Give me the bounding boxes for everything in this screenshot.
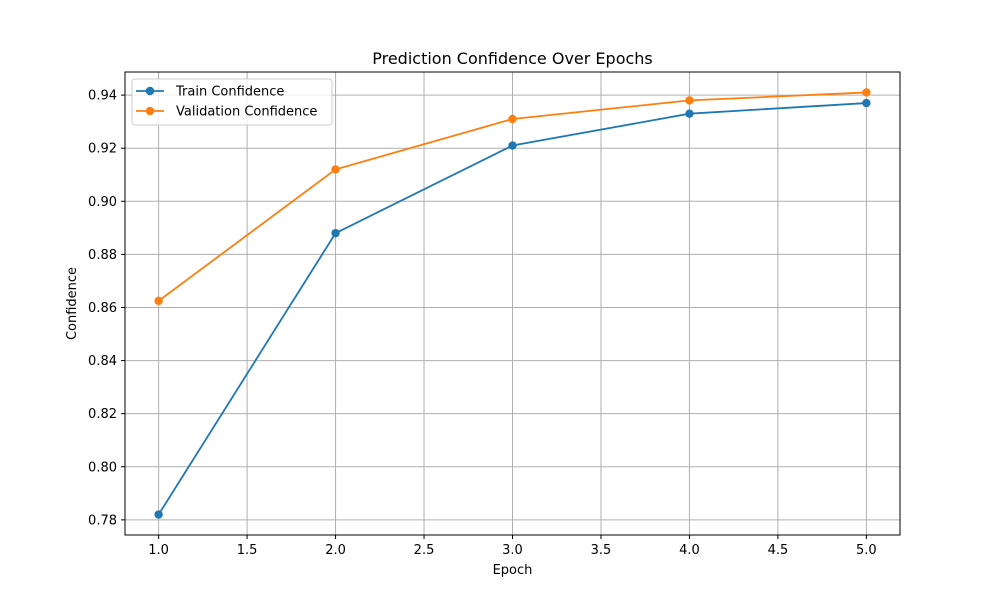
x-axis-title: Epoch: [493, 563, 533, 578]
data-point-train-confidence: [685, 109, 694, 118]
series-validation-confidence: [154, 88, 871, 306]
data-point-validation-confidence: [331, 165, 340, 174]
y-tick-label: 0.92: [88, 142, 117, 157]
data-point-train-confidence: [862, 98, 871, 108]
data-point-train-confidence: [331, 228, 340, 238]
series-train-confidence: [154, 98, 871, 519]
x-tick-label: 3.5: [591, 543, 612, 558]
legend-items: Train Confidence Validation Confidence: [136, 85, 317, 120]
y-tick-label: 0.80: [88, 460, 117, 475]
x-tick-label: 2.5: [414, 543, 435, 558]
data-point-validation-confidence: [685, 96, 694, 105]
x-tick-label: 4.5: [768, 543, 789, 558]
y-tick-label: 0.88: [88, 248, 117, 263]
data-point-validation-confidence: [862, 88, 871, 97]
x-tick-label: 2.0: [325, 543, 346, 558]
grid-lines: [125, 72, 900, 535]
legend-swatch-marker: [145, 106, 155, 116]
chart-title: Prediction Confidence Over Epochs: [372, 49, 653, 68]
legend-item-train-confidence: Train Confidence: [136, 85, 284, 100]
y-tick-label: 0.86: [88, 301, 117, 316]
x-tick-label: 1.5: [237, 543, 258, 558]
y-tick-label: 0.90: [88, 195, 117, 210]
x-tick-label: 3.0: [502, 543, 523, 558]
legend-box: [131, 78, 333, 126]
x-tick-label: 4.0: [679, 543, 700, 558]
legend: Train Confidence Validation Confidence: [131, 78, 333, 126]
legend-item-validation-confidence: Validation Confidence: [136, 105, 317, 120]
legend-label: Validation Confidence: [176, 105, 317, 120]
y-axis-title: Confidence: [65, 267, 80, 340]
y-tick-label: 0.82: [88, 407, 117, 422]
x-tick-label: 5.0: [856, 543, 877, 558]
axis-ticks: 1.0 1.5 2.0 2.5 3.0 3.5 4.0 4.5 5.0 0.78 0.80 0.82 0…: [88, 89, 877, 558]
x-tick-label: 1.0: [148, 543, 169, 558]
series-layer: [154, 88, 871, 519]
data-point-validation-confidence: [154, 296, 163, 306]
data-point-train-confidence: [508, 141, 517, 150]
legend-label: Train Confidence: [175, 85, 284, 100]
y-tick-label: 0.94: [88, 89, 117, 104]
data-point-validation-confidence: [508, 114, 517, 124]
data-point-train-confidence: [154, 510, 163, 519]
y-tick-label: 0.84: [88, 354, 117, 369]
y-tick-label: 0.78: [88, 513, 117, 528]
legend-swatch-marker: [145, 86, 155, 96]
